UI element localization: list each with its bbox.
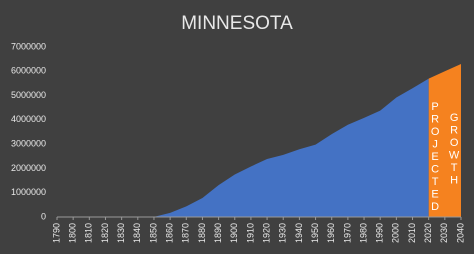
y-tick-label: 4000000 bbox=[11, 114, 46, 124]
x-tick-label: 1820 bbox=[100, 223, 110, 243]
x-tick-label: 1910 bbox=[245, 223, 255, 243]
x-tick-label: 1980 bbox=[358, 223, 368, 243]
y-tick-label: 6000000 bbox=[11, 66, 46, 76]
x-tick-label: 1830 bbox=[116, 223, 126, 243]
annotation: PROJECTED bbox=[429, 101, 441, 214]
x-tick-label: 1900 bbox=[229, 223, 239, 243]
x-tick-label: 1940 bbox=[294, 223, 304, 243]
x-tick-label: 2040 bbox=[455, 223, 465, 243]
x-tick-label: 2000 bbox=[391, 223, 401, 243]
x-tick-label: 1930 bbox=[278, 223, 288, 243]
y-tick-label: 1000000 bbox=[11, 187, 46, 197]
x-tick-label: 2030 bbox=[439, 223, 449, 243]
x-tick-label: 1890 bbox=[213, 223, 223, 243]
x-tick-label: 2010 bbox=[407, 223, 417, 243]
x-tick-label: 1790 bbox=[51, 223, 61, 243]
y-tick-label: 0 bbox=[41, 211, 46, 221]
x-tick-label: 1800 bbox=[68, 223, 78, 243]
x-tick-label: 2020 bbox=[423, 223, 433, 243]
x-tick-label: 1840 bbox=[132, 223, 142, 243]
x-tick-label: 1860 bbox=[164, 223, 174, 243]
x-tick-label: 1950 bbox=[310, 223, 320, 243]
y-tick-label: 5000000 bbox=[11, 90, 46, 100]
y-tick-label: 3000000 bbox=[11, 139, 46, 149]
annotation: GROWTH bbox=[448, 112, 460, 187]
x-tick-label: 1990 bbox=[375, 223, 385, 243]
x-tick-label: 1970 bbox=[342, 223, 352, 243]
x-tick-label: 1960 bbox=[326, 223, 336, 243]
x-tick-label: 1920 bbox=[261, 223, 271, 243]
y-tick-label: 7000000 bbox=[11, 41, 46, 51]
area bbox=[428, 64, 461, 217]
chart-title: MINNESOTA bbox=[181, 13, 293, 34]
x-tick-label: 1810 bbox=[84, 223, 94, 243]
x-tick-label: 1850 bbox=[148, 223, 158, 243]
x-tick-label: 1870 bbox=[181, 223, 191, 243]
y-tick-label: 2000000 bbox=[11, 163, 46, 173]
area bbox=[57, 78, 429, 217]
x-tick-label: 1880 bbox=[197, 223, 207, 243]
